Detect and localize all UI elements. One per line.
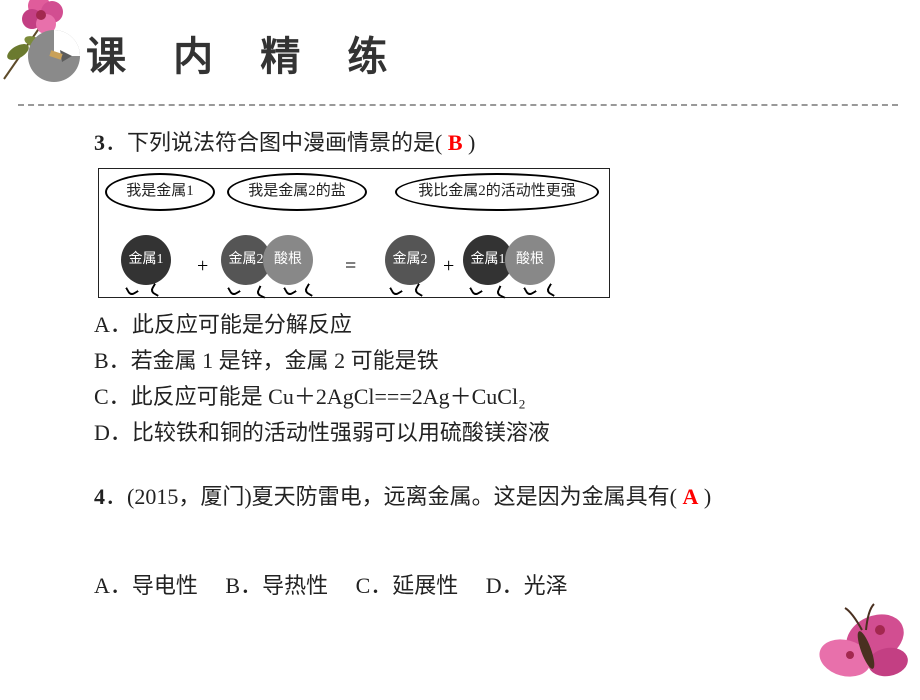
q3-opt-b: B．若金属 1 是锌，金属 2 可能是铁	[94, 344, 850, 378]
butterfly-bottom-right-icon	[790, 560, 920, 700]
q3-stem: 3．下列说法符合图中漫画情景的是( B )	[94, 126, 850, 160]
plus-op-2: +	[443, 251, 454, 282]
q3-answer: B	[448, 130, 463, 155]
q4-opt-b: B．导热性	[225, 569, 328, 603]
content-area: 3．下列说法符合图中漫画情景的是( B ) 我是金属1 我是金属2的盐 我比金属…	[0, 106, 920, 603]
section-title: 课 内 精 练	[86, 24, 920, 82]
q3-opt-c: C．此反应可能是 Cu＋2AgCl===2Ag＋CuCl₂	[94, 380, 850, 414]
atom-metal2-right: 金属2	[385, 235, 435, 285]
eq-op: =	[345, 251, 356, 282]
q4-number: 4	[94, 484, 105, 509]
q3-opt-a: A．此反应可能是分解反应	[94, 308, 850, 342]
bubble-metal1: 我是金属1	[105, 173, 215, 211]
q3-number: 3	[94, 130, 105, 155]
bubble-activity: 我比金属2的活动性更强	[395, 173, 599, 211]
bubble-metal2-salt: 我是金属2的盐	[227, 173, 367, 211]
pencil-header-icon	[26, 28, 82, 84]
q4-stem: 4．(2015，厦门)夏天防雷电，远离金属。这是因为金属具有( A )	[94, 480, 850, 514]
atom-acid-left: 酸根	[263, 235, 313, 285]
q4-answer: A	[682, 484, 698, 509]
plus-op: +	[197, 251, 208, 282]
q3-stem-before: ．下列说法符合图中漫画情景的是(	[105, 130, 442, 155]
cartoon-diagram: 我是金属1 我是金属2的盐 我比金属2的活动性更强 金属1 + 金属2 酸根 =…	[98, 168, 610, 298]
q4-opt-d: D．光泽	[486, 569, 568, 603]
q4-opt-a: A．导电性	[94, 569, 198, 603]
q4-options: A．导电性 B．导热性 C．延展性 D．光泽	[94, 569, 850, 603]
atom-metal1-left: 金属1	[121, 235, 171, 285]
q4-opt-c: C．延展性	[356, 569, 459, 603]
q3-stem-after: )	[468, 130, 475, 155]
q4-stem-before: ．(2015，厦门)夏天防雷电，远离金属。这是因为金属具有(	[105, 484, 677, 509]
q3-opt-d: D．比较铁和铜的活动性强弱可以用硫酸镁溶液	[94, 416, 850, 450]
q4-stem-after: )	[704, 484, 711, 509]
atom-acid-right: 酸根	[505, 235, 555, 285]
